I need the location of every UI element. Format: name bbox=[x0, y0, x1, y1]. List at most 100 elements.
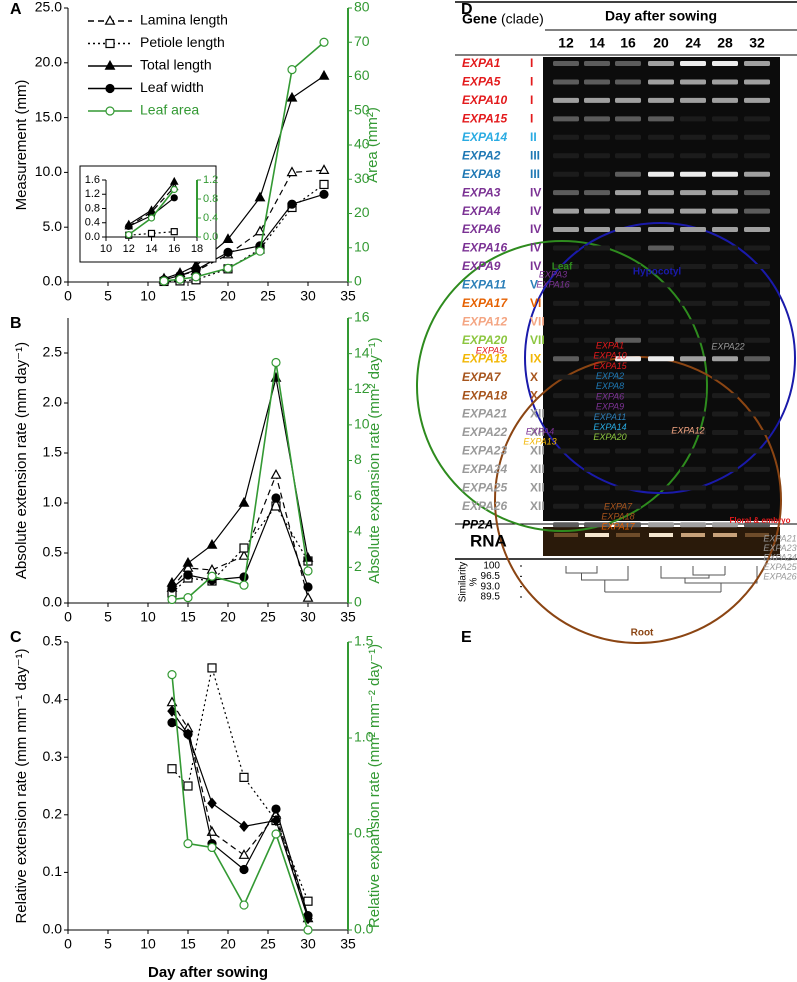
clade: III bbox=[530, 167, 540, 181]
x-tick-label: 10 bbox=[100, 243, 112, 255]
y-tick-label: 2.0 bbox=[43, 394, 63, 410]
clade: XII bbox=[530, 499, 545, 513]
band bbox=[680, 245, 706, 251]
y-tick-label: 10.0 bbox=[35, 163, 62, 179]
band bbox=[744, 374, 770, 380]
rna-label: RNA bbox=[470, 531, 507, 550]
point bbox=[287, 65, 297, 75]
point bbox=[270, 468, 282, 479]
point bbox=[207, 571, 217, 581]
venn-gene: EXPA9 bbox=[596, 402, 624, 412]
x-tick-label: 10 bbox=[140, 609, 156, 625]
band bbox=[648, 430, 674, 435]
x-tick-label: 20 bbox=[220, 936, 236, 952]
clade: VII bbox=[530, 314, 545, 328]
point bbox=[183, 593, 193, 603]
point bbox=[104, 14, 116, 25]
band bbox=[712, 430, 738, 435]
set-label: Hypocotyl bbox=[633, 267, 682, 278]
point bbox=[222, 233, 234, 244]
band bbox=[712, 227, 738, 233]
point bbox=[254, 225, 266, 236]
venn-gene: EXPA13 bbox=[523, 436, 556, 446]
band bbox=[615, 171, 641, 177]
gene-name: EXPA1 bbox=[462, 56, 501, 70]
point bbox=[167, 594, 177, 605]
y2-tick-label: 60 bbox=[354, 67, 370, 83]
y-tick-label: 0.0 bbox=[43, 921, 63, 937]
venn-leaf bbox=[416, 240, 708, 532]
band bbox=[584, 208, 610, 214]
y-tick-label: 25.0 bbox=[35, 0, 62, 15]
gene-name: EXPA15 bbox=[462, 112, 507, 126]
band bbox=[712, 374, 738, 380]
band bbox=[615, 430, 641, 435]
band bbox=[712, 79, 738, 85]
point bbox=[303, 925, 313, 935]
clade: XII bbox=[530, 444, 545, 458]
point bbox=[318, 69, 330, 80]
band bbox=[712, 466, 738, 472]
point bbox=[183, 781, 193, 791]
y-tick-label: 1.0 bbox=[43, 494, 63, 510]
series-line bbox=[171, 702, 309, 919]
band bbox=[744, 411, 770, 417]
gel bbox=[543, 57, 780, 521]
band bbox=[648, 61, 674, 66]
x-tick-label: 0 bbox=[64, 288, 72, 304]
similarity-tick-label: 96.5 bbox=[481, 571, 501, 582]
band bbox=[648, 503, 674, 509]
band bbox=[584, 61, 610, 66]
y-axis-label: Absolute extension rate (mm day⁻¹) bbox=[13, 342, 30, 579]
y-tick-label: 0.2 bbox=[43, 806, 63, 822]
clade: I bbox=[530, 93, 533, 107]
x-tick-label: 25 bbox=[260, 288, 276, 304]
point bbox=[271, 829, 281, 839]
legend-label: Leaf area bbox=[140, 102, 199, 118]
y2-tick-label: 10 bbox=[354, 416, 370, 432]
x-tick-label: 30 bbox=[300, 609, 316, 625]
band bbox=[712, 300, 738, 306]
band bbox=[712, 503, 738, 509]
day-label: 16 bbox=[620, 35, 636, 51]
band bbox=[615, 485, 641, 491]
rna-band bbox=[713, 533, 737, 537]
point bbox=[147, 229, 156, 238]
y2-tick-label: 0.8 bbox=[203, 193, 218, 205]
band bbox=[680, 282, 706, 288]
clade: X bbox=[530, 370, 538, 384]
band bbox=[553, 430, 579, 435]
band bbox=[712, 97, 738, 103]
panel-label: B bbox=[10, 315, 22, 332]
venn-gene: EXPA10 bbox=[593, 351, 626, 361]
x-tick-label: 15 bbox=[180, 288, 196, 304]
band bbox=[680, 79, 706, 85]
legend-label: Petiole length bbox=[140, 34, 225, 50]
band bbox=[553, 134, 579, 140]
point bbox=[271, 804, 281, 814]
day-label: 24 bbox=[685, 35, 701, 51]
band bbox=[615, 208, 641, 214]
y-tick-label: 1.6 bbox=[85, 174, 100, 186]
set-label: Root bbox=[631, 628, 654, 639]
band bbox=[712, 411, 738, 417]
gene-name: EXPA17 bbox=[462, 296, 508, 310]
band bbox=[648, 356, 674, 362]
venn-gene: EXPA2 bbox=[596, 371, 624, 381]
band bbox=[553, 393, 579, 399]
rna-band bbox=[681, 533, 705, 537]
set-label: Leaf bbox=[552, 262, 573, 273]
similarity-tick-label: 89.5 bbox=[481, 592, 501, 603]
band bbox=[553, 116, 579, 122]
band bbox=[680, 319, 706, 325]
band bbox=[744, 300, 770, 306]
rna-band bbox=[745, 533, 769, 537]
series-line bbox=[171, 504, 309, 594]
point bbox=[183, 729, 193, 739]
y2-tick-label: 80 bbox=[354, 0, 370, 15]
band bbox=[584, 300, 610, 306]
y2-tick-label: 1.5 bbox=[354, 633, 374, 649]
band bbox=[680, 337, 706, 343]
gene-name: EXPA20 bbox=[462, 333, 507, 347]
x-tick-label: 14 bbox=[145, 243, 157, 255]
